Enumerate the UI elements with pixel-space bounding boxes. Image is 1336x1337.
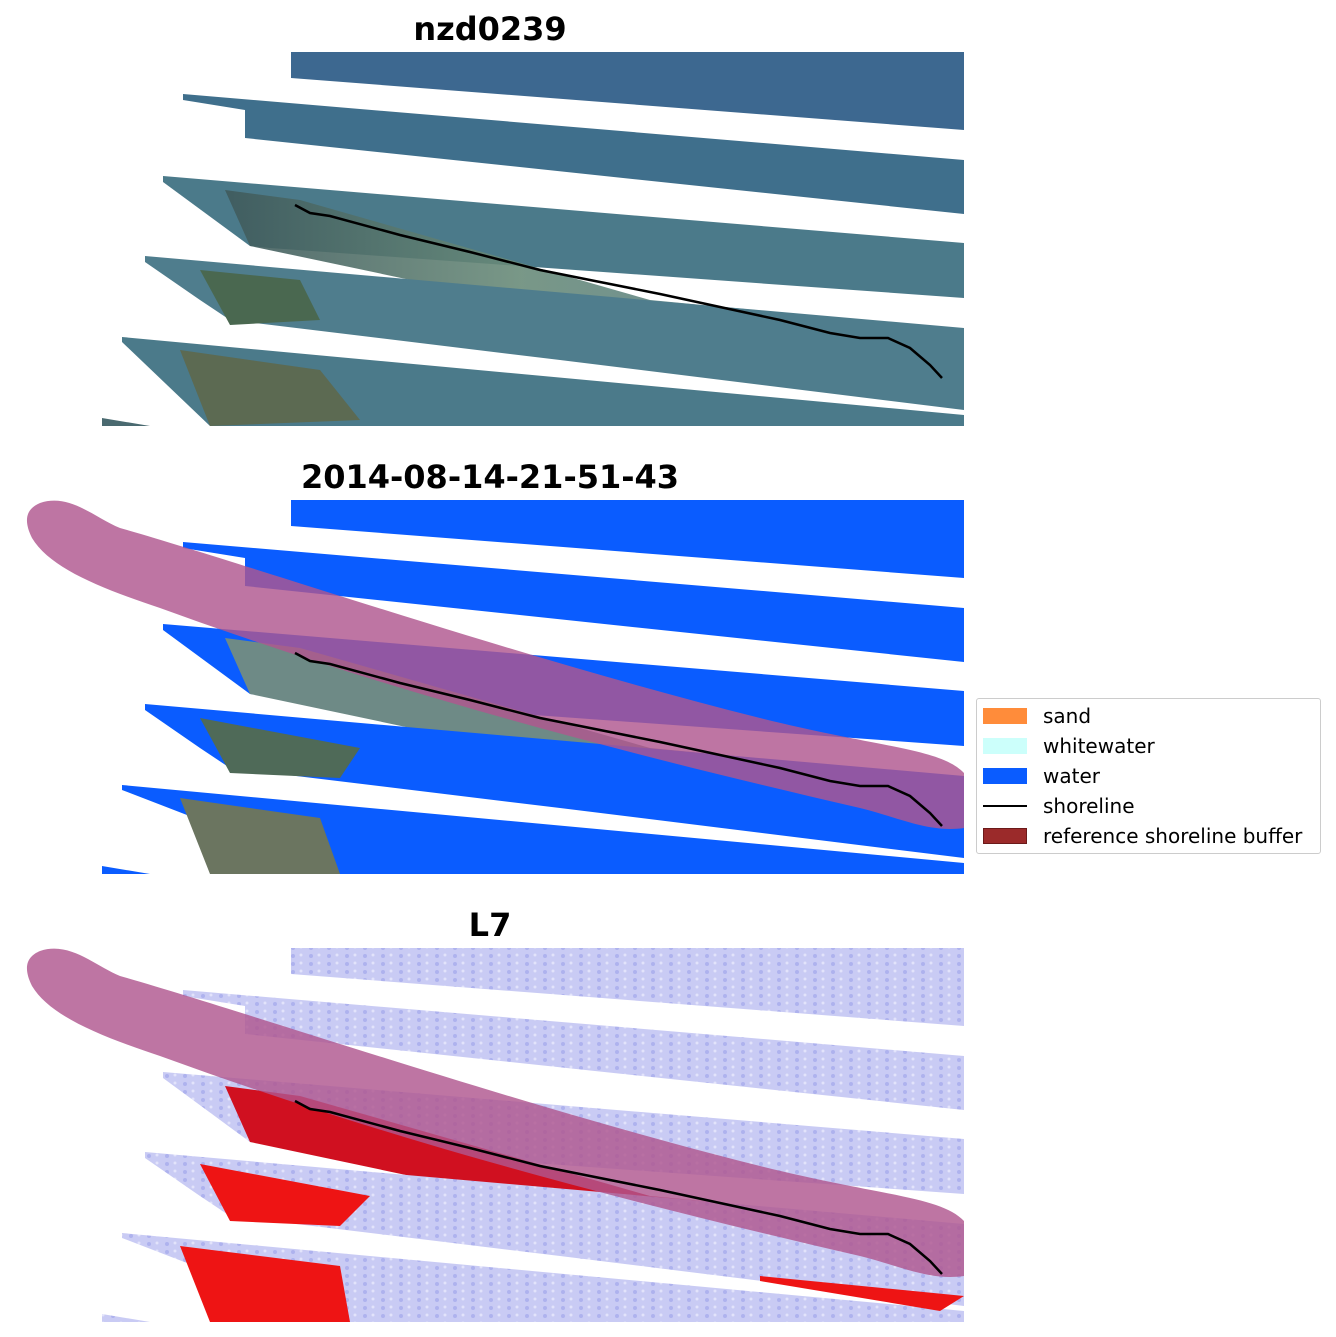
legend-item-whitewater: whitewater — [983, 734, 1155, 758]
rgb-stripe-6 — [102, 418, 150, 426]
classification-panel — [26, 500, 964, 874]
panel-1-title: nzd0239 — [413, 10, 567, 48]
reference-buffer-swatch — [983, 828, 1027, 844]
rgb-stripe-4 — [145, 256, 964, 410]
whitewater-swatch — [983, 738, 1027, 754]
legend-item-reference-buffer: reference shoreline buffer — [983, 824, 1303, 848]
l7-stripe-2 — [183, 990, 964, 1110]
l7-stripe-5-edge — [760, 1276, 964, 1311]
legend-item-shoreline: shoreline — [983, 794, 1135, 818]
l7-stripe-1 — [291, 948, 964, 1026]
water-swatch — [983, 768, 1027, 784]
rgb-stripes — [102, 52, 964, 426]
shoreline-line-2 — [294, 651, 943, 827]
shoreline-swatch — [983, 805, 1027, 807]
legend-item-water: water — [983, 764, 1100, 788]
rgb-stripe-4-land — [200, 270, 320, 325]
class-stripe-5-land — [180, 798, 340, 874]
reference-buffer-3 — [26, 948, 964, 1277]
l7-stripe-4 — [145, 1152, 964, 1306]
legend-label-water: water — [1043, 764, 1100, 788]
legend-item-sand: sand — [983, 704, 1092, 728]
rgb-stripe-2 — [183, 94, 964, 214]
legend-label-sand: sand — [1043, 704, 1092, 728]
class-stripe-4 — [145, 704, 964, 858]
class-stripe-6 — [102, 866, 150, 874]
class-stripe-4-land — [200, 718, 360, 778]
l7-stripe-5-land — [180, 1246, 350, 1322]
panel-2-title: 2014-08-14-21-51-43 — [300, 458, 680, 496]
rgb-image-panel — [102, 52, 964, 426]
l7-stripe-4-land — [200, 1164, 370, 1226]
class-stripe-2 — [183, 542, 964, 662]
l7-stripe-6 — [102, 1314, 150, 1322]
sand-swatch — [983, 708, 1027, 724]
shoreline-line-3 — [294, 1099, 943, 1275]
legend-label-reference-buffer: reference shoreline buffer — [1043, 824, 1303, 848]
legend: sand whitewater water shoreline referenc… — [976, 698, 1321, 854]
legend-label-whitewater: whitewater — [1043, 734, 1155, 758]
class-stripe-5 — [122, 785, 964, 874]
rgb-stripe-1 — [291, 52, 964, 130]
reference-buffer-2 — [26, 500, 964, 829]
panel-3-title: L7 — [468, 906, 512, 944]
shoreline-line-1 — [294, 203, 943, 379]
l7-index-panel — [26, 948, 964, 1322]
legend-label-shoreline: shoreline — [1043, 794, 1135, 818]
rgb-stripe-3 — [163, 176, 964, 298]
rgb-stripe-5-land — [180, 350, 360, 426]
class-stripe-1 — [291, 500, 964, 578]
